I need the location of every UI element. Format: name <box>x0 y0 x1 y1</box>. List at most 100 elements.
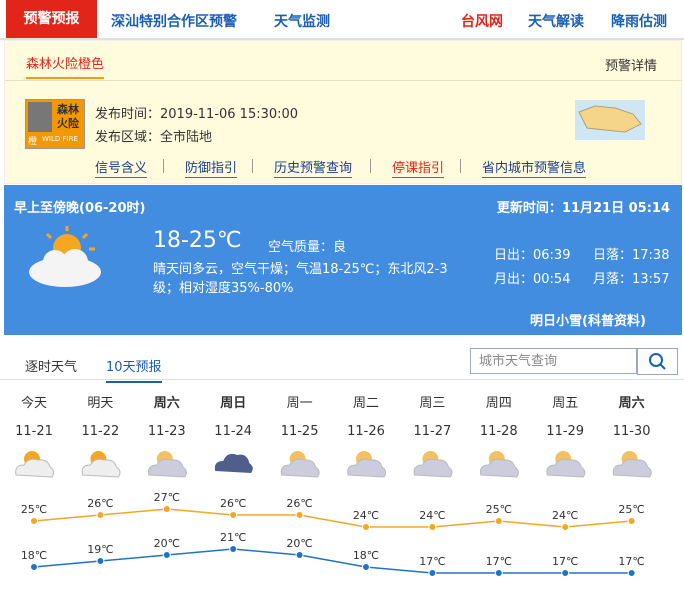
weather-icon <box>479 451 519 478</box>
separator <box>370 159 371 173</box>
day-label: 周日 <box>220 396 246 411</box>
high-label: 26℃ <box>286 497 312 510</box>
high-label: 25℃ <box>618 503 644 516</box>
icon-text: 森林 <box>57 103 79 116</box>
weather-icon <box>147 451 187 478</box>
high-dot <box>561 523 570 531</box>
divider <box>5 80 681 81</box>
warning-link[interactable]: 防御指引 <box>185 157 238 178</box>
day-label: 今天 <box>21 395 47 411</box>
icon-flame-bg <box>28 102 52 132</box>
separator <box>163 159 164 173</box>
date-label: 11-25 <box>281 424 319 439</box>
date-label: 11-28 <box>480 424 518 439</box>
today-desc: 晴天间多云，空气干燥；气温18-25℃；东北风2-3级；相对湿度35%-80% <box>153 262 448 296</box>
icon-text: 橙 <box>28 137 38 147</box>
warning-link[interactable]: 历史预警查询 <box>274 157 353 178</box>
high-label: 24℃ <box>353 509 379 522</box>
date-label: 11-21 <box>15 424 53 439</box>
date-label: 11-24 <box>214 424 252 439</box>
high-dot <box>362 523 370 531</box>
low-label: 21℃ <box>220 531 246 544</box>
sunrise: 日出：06:39 <box>494 248 571 263</box>
warning-link[interactable]: 停课指引 <box>392 157 445 178</box>
weather-icon <box>15 451 55 478</box>
day-label: 周一 <box>287 396 313 411</box>
low-label: 18℃ <box>21 549 47 562</box>
tab[interactable]: 逐时天气 <box>25 360 78 375</box>
today-icon <box>29 226 101 287</box>
warning-link[interactable]: 信号含义 <box>95 157 148 178</box>
low-label: 20℃ <box>154 537 180 550</box>
warning-link[interactable]: 省内城市预警信息 <box>482 157 587 178</box>
low-dot <box>229 545 238 553</box>
nav-item[interactable]: 天气监测 <box>274 14 330 30</box>
cloud <box>214 453 253 473</box>
weather-icon <box>413 451 453 478</box>
warning-detail[interactable]: 预警详情 <box>605 59 658 74</box>
nav-item[interactable]: 天气解读 <box>528 14 584 30</box>
update-time: 更新时间：11月21日 05:14 <box>496 201 670 216</box>
low-dot <box>561 569 570 577</box>
date-label: 11-27 <box>414 424 452 439</box>
high-dot <box>96 511 105 519</box>
cloud <box>280 458 320 478</box>
high-label: 24℃ <box>552 509 578 522</box>
today-temp: 18-25℃ <box>153 228 242 253</box>
weather-icon <box>81 451 121 478</box>
cloud <box>347 458 387 478</box>
low-dot <box>627 569 636 577</box>
nav-bar <box>0 0 684 40</box>
low-label: 17℃ <box>618 555 644 568</box>
issue-time: 发布时间：2019-11-06 15:30:00 <box>95 107 299 122</box>
weather-icon <box>546 451 586 478</box>
low-dot <box>295 551 304 559</box>
day-label: 明天 <box>87 396 113 411</box>
separator <box>252 159 253 173</box>
tab-active[interactable]: 10天预报 <box>106 356 162 383</box>
air-quality: 空气质量：良 <box>268 240 347 255</box>
nav-item[interactable]: 台风网 <box>461 14 503 30</box>
issue-area: 发布区域：全市陆地 <box>95 130 213 145</box>
weather-icon <box>612 451 652 478</box>
icon-text: 火险 <box>57 117 79 130</box>
high-dot <box>30 517 38 525</box>
low-dot <box>362 563 370 571</box>
search-button[interactable] <box>637 348 678 375</box>
low-label: 20℃ <box>286 537 312 550</box>
low-label: 19℃ <box>87 543 113 556</box>
nav-active[interactable]: 预警预报 <box>6 0 97 38</box>
high-label: 27℃ <box>154 491 180 504</box>
high-dot <box>428 523 437 531</box>
high-dot <box>229 511 238 519</box>
low-label: 18℃ <box>353 549 379 562</box>
nav-item[interactable]: 降雨估测 <box>611 14 667 30</box>
cloud <box>147 458 187 478</box>
cloud <box>15 458 55 478</box>
day-label: 周三 <box>419 396 445 411</box>
high-dot <box>627 517 636 525</box>
date-label: 11-23 <box>148 424 186 439</box>
low-dot <box>162 551 171 559</box>
nav-item[interactable]: 深汕特别合作区预警 <box>111 14 237 30</box>
day-label: 周六 <box>619 395 645 411</box>
low-dot <box>96 557 105 565</box>
icon-text: WILD FIRE <box>42 135 78 143</box>
search-input[interactable]: 城市天气查询 <box>470 348 637 374</box>
map-thumb <box>575 100 645 140</box>
date-label: 11-29 <box>546 424 584 439</box>
forecast: 今天 11-21 明天 11-22 周六 11-23 周日 11-24 周一 11-25 周二 11-… <box>15 395 652 577</box>
low-dot <box>494 569 503 577</box>
divider <box>0 379 684 380</box>
cloud <box>81 458 121 478</box>
warning-tab[interactable]: 森林火险橙色 <box>26 53 105 79</box>
moonset: 月落：13:57 <box>593 272 670 287</box>
high-dot <box>494 517 503 525</box>
high-dot <box>162 505 171 513</box>
weather-icon <box>347 451 387 478</box>
tomorrow-link[interactable]: 明日小雪(科普资料) <box>530 314 646 329</box>
low-line <box>33 548 632 574</box>
day-label: 周四 <box>486 396 512 411</box>
high-label: 25℃ <box>21 503 47 516</box>
